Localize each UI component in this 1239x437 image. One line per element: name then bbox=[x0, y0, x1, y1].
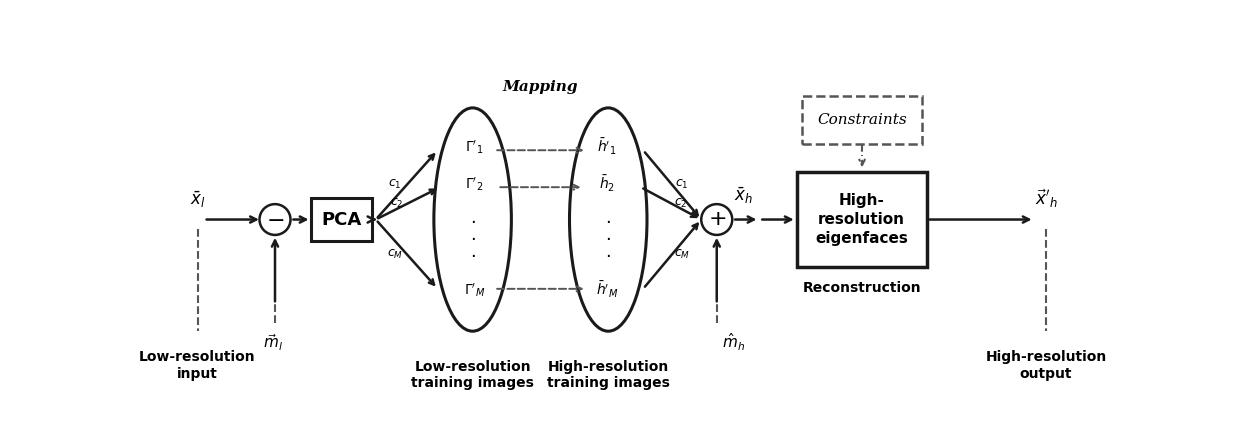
Text: $\Gamma'_2$: $\Gamma'_2$ bbox=[465, 175, 483, 193]
Text: Low-resolution
training images: Low-resolution training images bbox=[411, 360, 534, 390]
Text: $\bar{h}_2$: $\bar{h}_2$ bbox=[598, 174, 615, 194]
Bar bbox=[797, 172, 927, 267]
Text: $\vec{x}'_h$: $\vec{x}'_h$ bbox=[1035, 188, 1058, 210]
Text: $\bar{h}'_1$: $\bar{h}'_1$ bbox=[597, 137, 616, 157]
Text: Reconstruction: Reconstruction bbox=[803, 281, 921, 295]
Text: $+$: $+$ bbox=[707, 208, 726, 230]
Text: $\Gamma'_1$: $\Gamma'_1$ bbox=[465, 139, 483, 156]
Bar bbox=[802, 96, 922, 144]
Text: PCA: PCA bbox=[322, 211, 362, 229]
Text: $c_1$: $c_1$ bbox=[388, 178, 401, 191]
Text: $\vec{m}_l$: $\vec{m}_l$ bbox=[264, 333, 284, 354]
Text: Mapping: Mapping bbox=[503, 80, 579, 94]
Text: $\cdot$
$\cdot$
$\cdot$: $\cdot$ $\cdot$ $\cdot$ bbox=[470, 212, 476, 264]
Text: $\hat{m}_h$: $\hat{m}_h$ bbox=[722, 331, 746, 353]
Text: High-resolution
output: High-resolution output bbox=[985, 350, 1106, 381]
Text: $c_1$: $c_1$ bbox=[675, 178, 689, 191]
Text: High-
resolution
eigenfaces: High- resolution eigenfaces bbox=[815, 194, 908, 246]
Text: $\Gamma'_M$: $\Gamma'_M$ bbox=[463, 281, 484, 299]
Text: $\bar{x}_h$: $\bar{x}_h$ bbox=[735, 186, 753, 206]
Text: $c_2$: $c_2$ bbox=[674, 197, 688, 210]
Text: $-$: $-$ bbox=[266, 208, 284, 230]
Text: Constraints: Constraints bbox=[818, 113, 907, 127]
Text: $\bar{h}'_M$: $\bar{h}'_M$ bbox=[596, 280, 618, 301]
Bar bbox=[311, 198, 372, 241]
Text: $\cdot$
$\cdot$
$\cdot$: $\cdot$ $\cdot$ $\cdot$ bbox=[606, 212, 611, 264]
Text: $c_M$: $c_M$ bbox=[674, 248, 690, 261]
Text: Low-resolution
input: Low-resolution input bbox=[139, 350, 255, 381]
Text: $c_2$: $c_2$ bbox=[389, 197, 403, 210]
Text: $\bar{x}_l$: $\bar{x}_l$ bbox=[190, 190, 206, 210]
Text: $c_M$: $c_M$ bbox=[387, 248, 403, 261]
Text: High-resolution
training images: High-resolution training images bbox=[546, 360, 670, 390]
